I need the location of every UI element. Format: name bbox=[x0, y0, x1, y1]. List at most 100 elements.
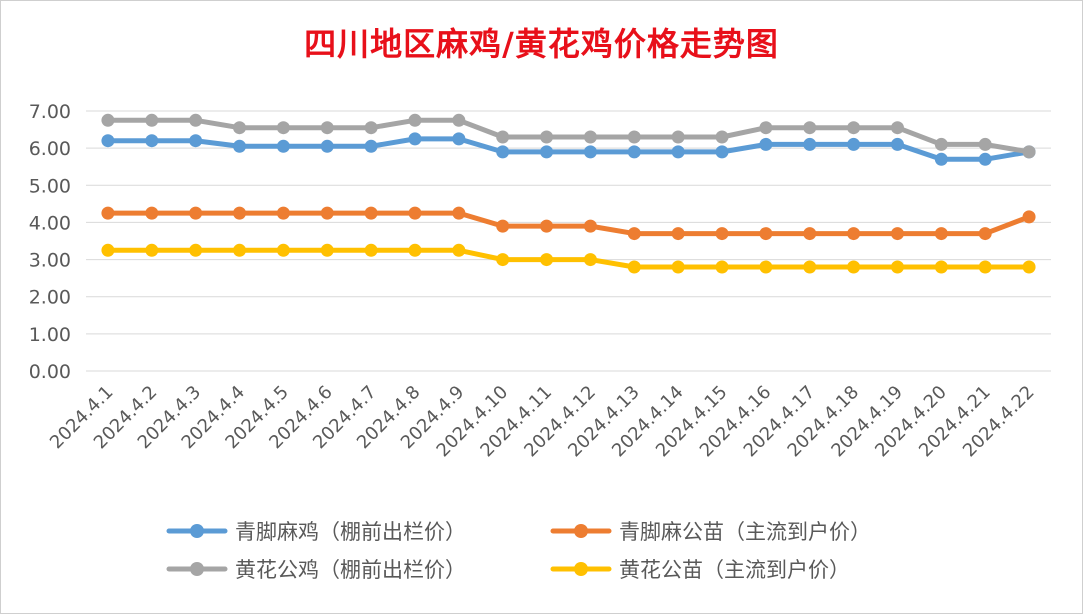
data-point bbox=[671, 145, 685, 159]
legend-item: 青脚麻公苗（主流到户价） bbox=[550, 520, 871, 544]
data-point bbox=[671, 130, 685, 144]
data-point bbox=[320, 243, 334, 257]
series-line-1 bbox=[105, 136, 1032, 162]
data-point bbox=[145, 206, 159, 220]
data-point bbox=[803, 227, 817, 241]
data-point bbox=[276, 243, 290, 257]
legend-label: 青脚麻鸡（棚前出栏价） bbox=[235, 520, 466, 544]
data-point bbox=[759, 137, 773, 151]
data-point bbox=[715, 260, 729, 274]
legend-marker bbox=[190, 562, 204, 576]
y-tick-label: 3.00 bbox=[29, 250, 71, 272]
data-point bbox=[364, 206, 378, 220]
data-point bbox=[364, 139, 378, 153]
y-tick-label: 2.00 bbox=[29, 287, 71, 309]
data-point bbox=[364, 243, 378, 257]
data-point bbox=[1022, 210, 1036, 224]
data-point bbox=[890, 121, 904, 135]
data-point bbox=[233, 243, 247, 257]
y-tick-label: 7.00 bbox=[29, 101, 71, 123]
data-point bbox=[276, 139, 290, 153]
legend-label: 青脚麻公苗（主流到户价） bbox=[619, 520, 871, 544]
data-point bbox=[276, 121, 290, 135]
data-point bbox=[101, 206, 115, 220]
data-point bbox=[627, 227, 641, 241]
data-point bbox=[715, 130, 729, 144]
data-point bbox=[759, 260, 773, 274]
data-point bbox=[452, 113, 466, 127]
data-point bbox=[145, 134, 159, 148]
legend-item: 黄花公鸡（棚前出栏价） bbox=[166, 558, 466, 582]
data-point bbox=[540, 130, 554, 144]
data-point bbox=[803, 137, 817, 151]
legend-item: 青脚麻鸡（棚前出栏价） bbox=[166, 520, 466, 544]
data-point bbox=[540, 253, 554, 267]
data-point bbox=[233, 139, 247, 153]
data-point bbox=[934, 137, 948, 151]
series-line-3 bbox=[105, 117, 1032, 155]
y-tick-label: 0.00 bbox=[29, 361, 71, 383]
series-line-4 bbox=[105, 247, 1032, 270]
legend-marker bbox=[574, 524, 588, 538]
data-point bbox=[978, 227, 992, 241]
data-point bbox=[890, 227, 904, 241]
data-point bbox=[101, 243, 115, 257]
data-point bbox=[408, 243, 422, 257]
data-point bbox=[671, 227, 685, 241]
data-point bbox=[408, 206, 422, 220]
data-point bbox=[847, 137, 861, 151]
series-line-2 bbox=[105, 210, 1032, 237]
data-point bbox=[934, 260, 948, 274]
data-point bbox=[496, 219, 510, 233]
data-point bbox=[233, 121, 247, 135]
legend-marker bbox=[190, 524, 204, 538]
legend-label: 黄花公苗（主流到户价） bbox=[619, 558, 850, 582]
data-point bbox=[583, 253, 597, 267]
data-point bbox=[496, 130, 510, 144]
y-tick-label: 1.00 bbox=[29, 324, 71, 346]
y-tick-label: 6.00 bbox=[29, 138, 71, 160]
data-point bbox=[145, 243, 159, 257]
data-point bbox=[496, 145, 510, 159]
data-point bbox=[803, 121, 817, 135]
data-point bbox=[540, 145, 554, 159]
data-point bbox=[715, 227, 729, 241]
data-point bbox=[408, 132, 422, 146]
data-point bbox=[408, 113, 422, 127]
data-point bbox=[583, 145, 597, 159]
data-point bbox=[671, 260, 685, 274]
data-point bbox=[452, 243, 466, 257]
data-point bbox=[890, 260, 904, 274]
data-point bbox=[627, 130, 641, 144]
data-point bbox=[715, 145, 729, 159]
data-point bbox=[890, 137, 904, 151]
data-point bbox=[189, 206, 203, 220]
data-point bbox=[189, 134, 203, 148]
legend-marker bbox=[574, 562, 588, 576]
data-point bbox=[452, 206, 466, 220]
data-point bbox=[189, 243, 203, 257]
data-point bbox=[189, 113, 203, 127]
chart-title: 四川地区麻鸡/黄花鸡价格走势图 bbox=[304, 25, 779, 63]
data-point bbox=[101, 134, 115, 148]
data-point bbox=[759, 121, 773, 135]
data-point bbox=[452, 132, 466, 146]
legend-label: 黄花公鸡（棚前出栏价） bbox=[235, 558, 466, 582]
data-point bbox=[320, 121, 334, 135]
data-point bbox=[320, 139, 334, 153]
y-tick-label: 5.00 bbox=[29, 175, 71, 197]
data-point bbox=[934, 227, 948, 241]
legend-item: 黄花公苗（主流到户价） bbox=[550, 558, 850, 582]
data-point bbox=[759, 227, 773, 241]
data-point bbox=[583, 130, 597, 144]
data-point bbox=[934, 152, 948, 166]
data-point bbox=[847, 260, 861, 274]
y-tick-label: 4.00 bbox=[29, 212, 71, 234]
data-point bbox=[540, 219, 554, 233]
data-point bbox=[978, 137, 992, 151]
data-point bbox=[1022, 260, 1036, 274]
data-point bbox=[364, 121, 378, 135]
data-point bbox=[978, 260, 992, 274]
data-point bbox=[627, 260, 641, 274]
